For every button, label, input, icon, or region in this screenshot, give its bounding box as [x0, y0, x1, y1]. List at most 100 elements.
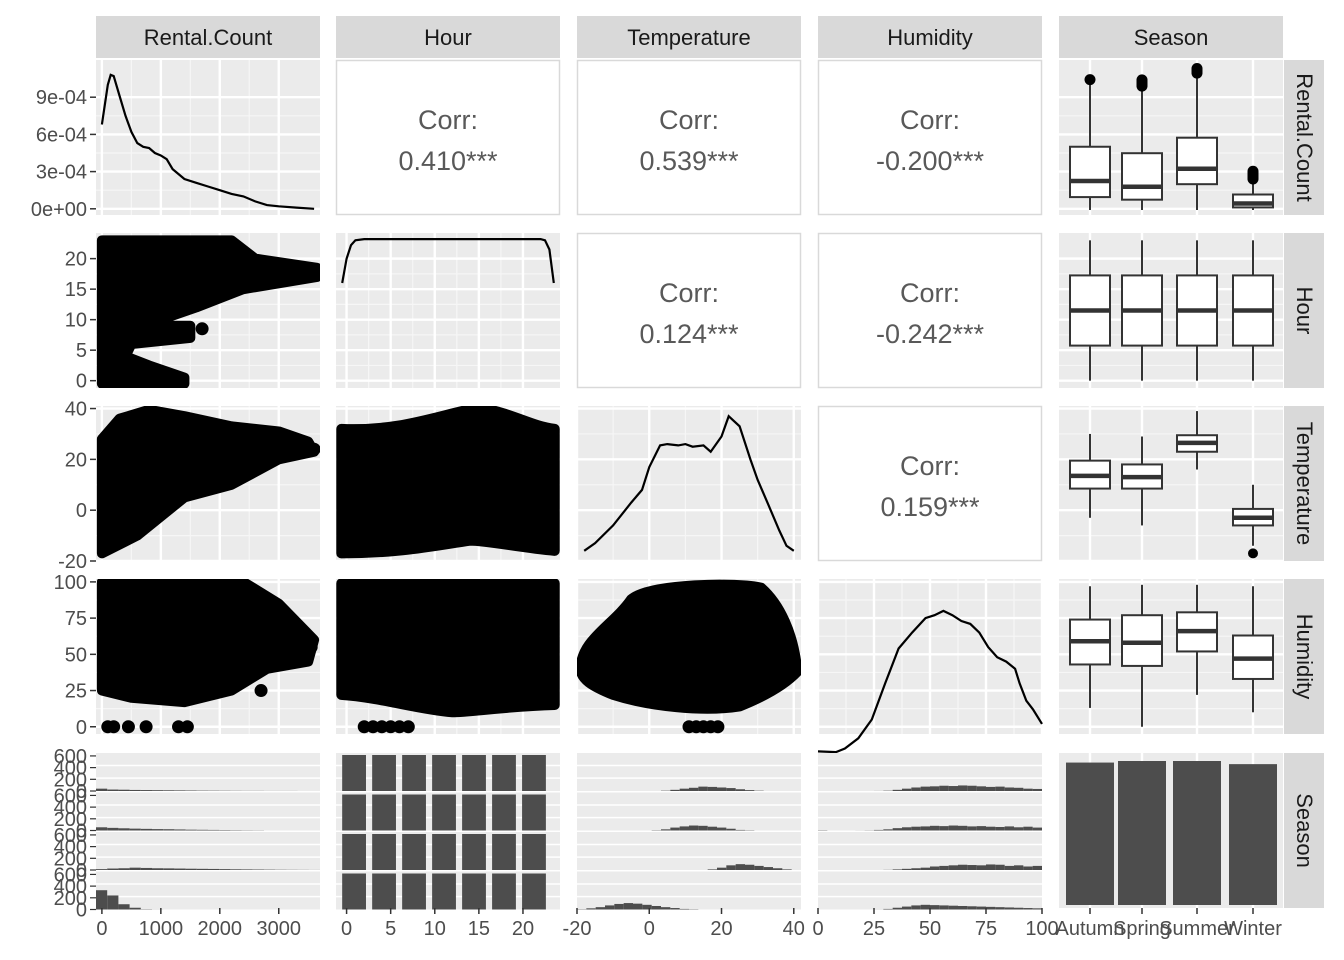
- hist-bar: [958, 826, 967, 831]
- hist-bar: [967, 786, 976, 791]
- x-tick-label: 20: [512, 918, 534, 940]
- hist-bar: [754, 866, 763, 870]
- boxplot-panel: [1059, 60, 1283, 215]
- hist-bar: [911, 905, 920, 909]
- density-panel: [577, 406, 801, 561]
- facet-hist-panel: [577, 753, 801, 910]
- hist-bar: [949, 826, 958, 831]
- subpanel-background: [96, 793, 320, 831]
- hist-bar: [432, 795, 456, 831]
- y-tick-label: 0e+00: [31, 199, 87, 221]
- hist-bar: [152, 829, 163, 830]
- hist-bar: [402, 874, 426, 910]
- panel-background: [96, 60, 320, 215]
- hist-bar: [96, 869, 107, 870]
- hist-bar: [342, 874, 366, 910]
- hist-bar: [995, 865, 1004, 870]
- scatter-panel: [96, 579, 320, 734]
- hist-bar: [130, 908, 141, 910]
- hist-bar: [958, 906, 967, 910]
- hist-bar: [522, 795, 546, 831]
- x-tick-label: 100: [1025, 918, 1058, 940]
- hist-bar: [939, 826, 948, 830]
- col-strip-label: Temperature: [627, 25, 751, 50]
- x-tick-label: 0: [812, 918, 823, 940]
- density-panel: [96, 60, 320, 215]
- y-tick-label: 20: [65, 449, 87, 471]
- density-panel: [336, 233, 560, 388]
- data-point: [290, 655, 303, 668]
- hist-bar: [736, 830, 745, 831]
- hist-bar: [1005, 826, 1014, 830]
- hist-bar: [893, 908, 902, 910]
- corr-panel: Corr:0.539***: [578, 61, 801, 215]
- y-tick-label: 25: [65, 681, 87, 703]
- x-tick-label: 3000: [256, 918, 301, 940]
- corr-panel-frame: [819, 234, 1042, 388]
- hist-bar: [1033, 789, 1042, 791]
- hist-bar: [174, 790, 185, 791]
- hist-bar: [1014, 788, 1023, 791]
- hist-bar: [902, 789, 911, 791]
- hist-bar: [614, 904, 623, 910]
- hist-bar: [1023, 866, 1032, 870]
- corr-value: -0.200***: [876, 146, 985, 176]
- hist-bar: [921, 868, 930, 870]
- row-strip-2: Temperature: [1284, 406, 1324, 561]
- hist-bar: [949, 906, 958, 910]
- y-axis-row-0: 0e+003e-046e-049e-04: [31, 87, 96, 221]
- y-tick-label: 600: [54, 746, 87, 768]
- subpanel-background: [577, 753, 801, 791]
- season-bar: [1229, 764, 1277, 905]
- y-axis-row-2: -20 0 20 40: [58, 399, 96, 573]
- hist-bar: [911, 787, 920, 791]
- hist-bar: [152, 868, 163, 870]
- hist-bar: [995, 827, 1004, 831]
- hist-bar: [986, 907, 995, 910]
- hist-bar: [342, 795, 366, 831]
- hist-bar: [930, 905, 939, 909]
- box-outlier: [1192, 63, 1203, 74]
- corr-value: 0.539***: [639, 146, 739, 176]
- y-tick-label: 600: [54, 785, 87, 807]
- y-tick-label: 75: [65, 608, 87, 630]
- hist-bar: [342, 755, 366, 791]
- subpanel-background: [818, 872, 1042, 910]
- data-point: [296, 633, 309, 646]
- y-tick-label: 15: [65, 279, 87, 301]
- hist-bar: [586, 908, 595, 909]
- hist-bar: [670, 828, 679, 831]
- x-tick-label: 1000: [139, 918, 184, 940]
- hist-bar: [680, 826, 689, 830]
- data-point: [308, 443, 321, 456]
- panel-background: [577, 406, 801, 561]
- y-tick-label: 0: [76, 500, 87, 522]
- row-strip-label: Humidity: [1292, 614, 1317, 700]
- x-axis-col-3: 0 25 50 75 100: [812, 908, 1058, 940]
- hist-bar: [883, 909, 892, 910]
- scatter-cloud: [341, 583, 554, 712]
- hist-bar: [930, 786, 939, 791]
- hist-bar: [986, 864, 995, 870]
- facet-hist-panel: [96, 753, 320, 910]
- subpanel-background: [818, 753, 1042, 791]
- hist-bar: [708, 869, 717, 870]
- y-tick-label: 3e-04: [36, 162, 87, 184]
- row-strip-label: Season: [1292, 793, 1317, 868]
- y-tick-label: 600: [54, 864, 87, 886]
- hist-bar: [902, 869, 911, 870]
- y-tick-label: 100: [54, 572, 87, 594]
- subpanel-background: [577, 793, 801, 831]
- hist-bar: [432, 834, 456, 870]
- hist-bar: [163, 790, 174, 791]
- hist-bar: [977, 786, 986, 791]
- hist-bar: [633, 904, 642, 910]
- hist-bar: [624, 903, 633, 909]
- box-outlier: [1248, 166, 1259, 177]
- x-axis-col-0: 0 1000 2000 3000: [96, 908, 301, 940]
- data-point: [255, 684, 268, 697]
- x-tick-label: 0: [96, 918, 107, 940]
- data-point: [402, 720, 415, 733]
- hist-bar: [726, 788, 735, 791]
- row-strip-label: Rental.Count: [1292, 73, 1317, 201]
